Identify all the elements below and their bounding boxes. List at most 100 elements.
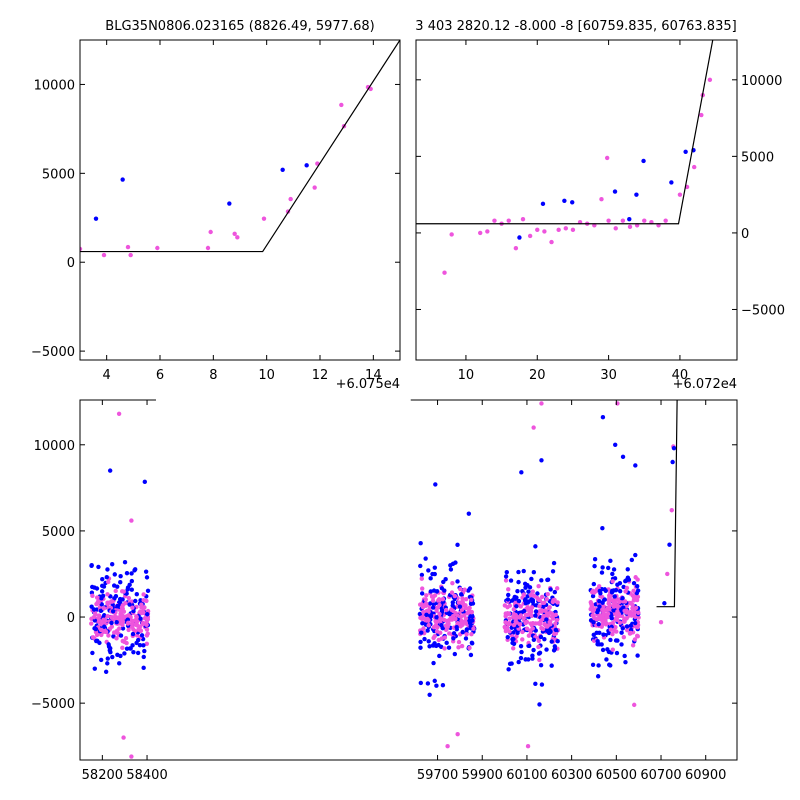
- data-point-series-b: [80, 246, 83, 252]
- data-point-series-b: [443, 607, 449, 613]
- data-point-series-a: [468, 614, 473, 619]
- x-tick-label: 60100: [506, 768, 547, 783]
- x-axis: 58200 58400 59700 59900 60100 60300 60500 60700…: [82, 400, 726, 783]
- x-tick-label: 14: [365, 368, 382, 383]
- data-point-series-a: [467, 586, 473, 591]
- data-point-series-a: [98, 657, 104, 663]
- data-point-series-b: [119, 589, 125, 594]
- data-point-series-b: [144, 641, 150, 646]
- y-tick-label: 10000: [34, 78, 75, 93]
- data-point-series-b: [144, 598, 149, 604]
- data-point-series-b: [420, 604, 426, 610]
- data-point-series-a: [516, 569, 521, 575]
- data-point-series-b: [120, 603, 126, 608]
- data-point-series-b: [623, 589, 628, 594]
- data-point-series-a: [452, 651, 458, 657]
- data-point-series-a: [514, 595, 519, 600]
- data-point-series-b: [631, 607, 637, 612]
- data-point-series-b: [592, 615, 597, 621]
- data-point-series-b: [611, 600, 616, 605]
- data-point-series-a: [596, 621, 601, 627]
- data-point-series-a: [545, 577, 550, 583]
- data-point-series-a: [427, 644, 432, 649]
- data-point-series-a: [667, 542, 672, 547]
- data-point-series-b: [617, 599, 622, 605]
- data-point-series-a: [137, 643, 143, 648]
- x-axis: 4 6 8 10 12 14: [103, 40, 382, 383]
- data-point-series-b: [606, 593, 612, 598]
- data-point-series-a: [92, 666, 98, 671]
- data-point-series-a: [505, 634, 510, 640]
- y-tick-label: 0: [67, 611, 75, 626]
- data-point-series-b: [542, 229, 547, 234]
- data-point-series-a: [141, 665, 146, 671]
- data-point-series-a: [118, 653, 123, 659]
- data-point-series-b: [456, 639, 462, 645]
- data-point-series-a: [105, 567, 110, 572]
- data-point-series-a: [104, 575, 109, 580]
- data-point-series-a: [538, 634, 544, 640]
- data-point-series-b: [658, 620, 664, 625]
- data-point-series-a: [522, 581, 528, 586]
- data-point-series-b: [208, 229, 213, 235]
- data-point-series-b: [613, 624, 618, 630]
- data-point-series-b: [443, 623, 449, 628]
- data-point-series-b: [642, 218, 647, 223]
- data-point-series-b: [535, 227, 540, 233]
- data-point-series-b: [431, 624, 437, 630]
- data-point-series-a: [530, 656, 535, 661]
- data-point-series-a: [428, 601, 433, 606]
- data-point-series-b: [552, 597, 557, 603]
- data-point-series-b: [589, 589, 595, 595]
- data-point-series-a: [604, 657, 609, 662]
- data-point-series-a: [520, 588, 525, 594]
- data-point-series-b: [599, 197, 604, 202]
- data-point-series-a: [111, 583, 117, 588]
- data-point-series-b: [436, 598, 441, 603]
- data-point-series-a: [135, 637, 141, 643]
- data-point-series-a: [610, 571, 615, 577]
- data-point-series-a: [447, 611, 452, 617]
- data-point-series-a: [466, 511, 472, 516]
- data-point-series-b: [97, 614, 102, 619]
- data-point-series-b: [421, 609, 426, 615]
- y-tick-label: −5000: [741, 303, 785, 318]
- data-point-series-a: [635, 653, 640, 658]
- data-point-series-b: [426, 623, 431, 628]
- data-point-series-a: [603, 588, 608, 593]
- data-point-series-a: [460, 629, 465, 635]
- data-point-series-b: [462, 587, 467, 592]
- data-point-series-a: [553, 627, 559, 633]
- data-point-series-b: [507, 629, 512, 634]
- data-point-series-a: [118, 580, 123, 585]
- data-point-series-b: [553, 621, 558, 626]
- data-point-series-b: [101, 606, 107, 611]
- data-point-series-b: [261, 216, 267, 221]
- data-point-series-a: [540, 201, 546, 207]
- data-point-series-b: [120, 619, 126, 624]
- data-point-series-a: [592, 557, 598, 562]
- data-point-series-a: [418, 639, 423, 645]
- data-point-series-a: [448, 567, 454, 572]
- data-point-series-b: [699, 112, 704, 118]
- data-point-series-b: [129, 624, 135, 630]
- data-point-series-a: [519, 649, 524, 655]
- data-point-series-a: [608, 558, 613, 564]
- data-point-series-b: [511, 607, 517, 612]
- data-point-series-b: [437, 602, 442, 608]
- data-point-series-b: [121, 735, 126, 740]
- data-point-series-b: [105, 613, 110, 619]
- data-point-series-b: [503, 614, 508, 619]
- data-point-series-a: [95, 638, 100, 644]
- data-point-series-b: [112, 614, 118, 619]
- data-point-series-a: [515, 588, 520, 594]
- data-point-series-b: [113, 588, 118, 594]
- data-point-series-a: [529, 576, 534, 582]
- data-point-series-a: [508, 578, 514, 583]
- data-point-series-a: [106, 642, 111, 647]
- data-point-series-a: [570, 200, 575, 205]
- data-point-series-a: [592, 563, 597, 569]
- data-point-series-a: [537, 702, 542, 707]
- data-point-series-a: [591, 620, 596, 625]
- data-point-series-a: [455, 542, 460, 548]
